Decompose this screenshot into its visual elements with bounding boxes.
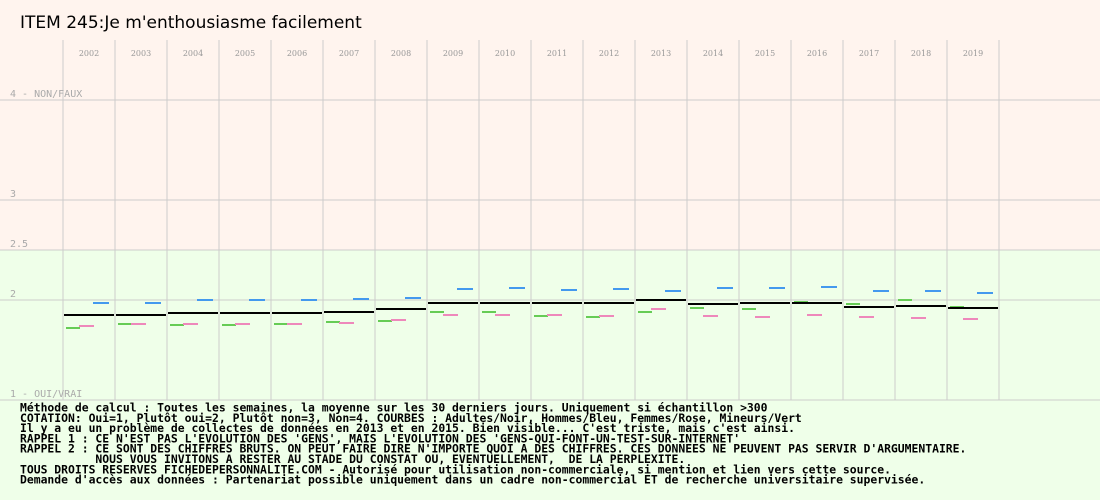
footnote: Demande d'accès aux données : Partenaria… xyxy=(20,473,925,487)
x-tick-label: 2007 xyxy=(339,49,359,58)
x-tick-label: 2013 xyxy=(651,49,671,58)
x-tick-label: 2014 xyxy=(703,49,723,58)
x-tick-label: 2012 xyxy=(599,49,619,58)
x-tick-label: 2010 xyxy=(495,49,515,58)
x-tick-label: 2008 xyxy=(391,49,411,58)
footnote: COTATION: Oui=1, Plutôt oui=2, Plutôt no… xyxy=(20,411,802,425)
footnote: NOUS VOUS INVITONS A RESTER AU STADE DU … xyxy=(20,452,685,466)
x-tick-label: 2005 xyxy=(235,49,255,58)
y-tick-label: 3 xyxy=(10,189,16,200)
footnote: RAPPEL 2 : CE SONT DES CHIFFRES BRUTS. O… xyxy=(20,442,966,456)
background-lower xyxy=(0,250,1100,500)
x-tick-label: 2018 xyxy=(911,49,931,58)
y-tick-label: 1 - OUI/VRAI xyxy=(10,389,82,400)
y-tick-label: 4 - NON/FAUX xyxy=(10,89,82,100)
y-tick-label: 2.5 xyxy=(10,239,28,250)
footnote: Il y a eu un problème de collectes de do… xyxy=(20,421,795,435)
x-tick-label: 2017 xyxy=(859,49,879,58)
x-tick-label: 2004 xyxy=(183,49,203,58)
y-tick-label: 2 xyxy=(10,289,16,300)
x-tick-label: 2009 xyxy=(443,49,463,58)
x-tick-label: 2015 xyxy=(755,49,775,58)
x-tick-label: 2006 xyxy=(287,49,307,58)
footnote: TOUS DROITS RESERVES FICHEDEPERSONNALITE… xyxy=(20,462,891,476)
x-tick-label: 2002 xyxy=(79,49,99,58)
footnote: Méthode de calcul : Toutes les semaines,… xyxy=(20,401,768,415)
chart-title: ITEM 245:Je m'enthousiasme facilement xyxy=(20,13,362,33)
x-tick-label: 2011 xyxy=(547,49,567,58)
x-tick-label: 2016 xyxy=(807,49,827,58)
x-tick-label: 2003 xyxy=(131,49,151,58)
x-tick-label: 2019 xyxy=(963,49,983,58)
footnote: RAPPEL 1 : CE N'EST PAS L'EVOLUTION DES … xyxy=(20,431,740,445)
background-upper xyxy=(0,0,1100,250)
